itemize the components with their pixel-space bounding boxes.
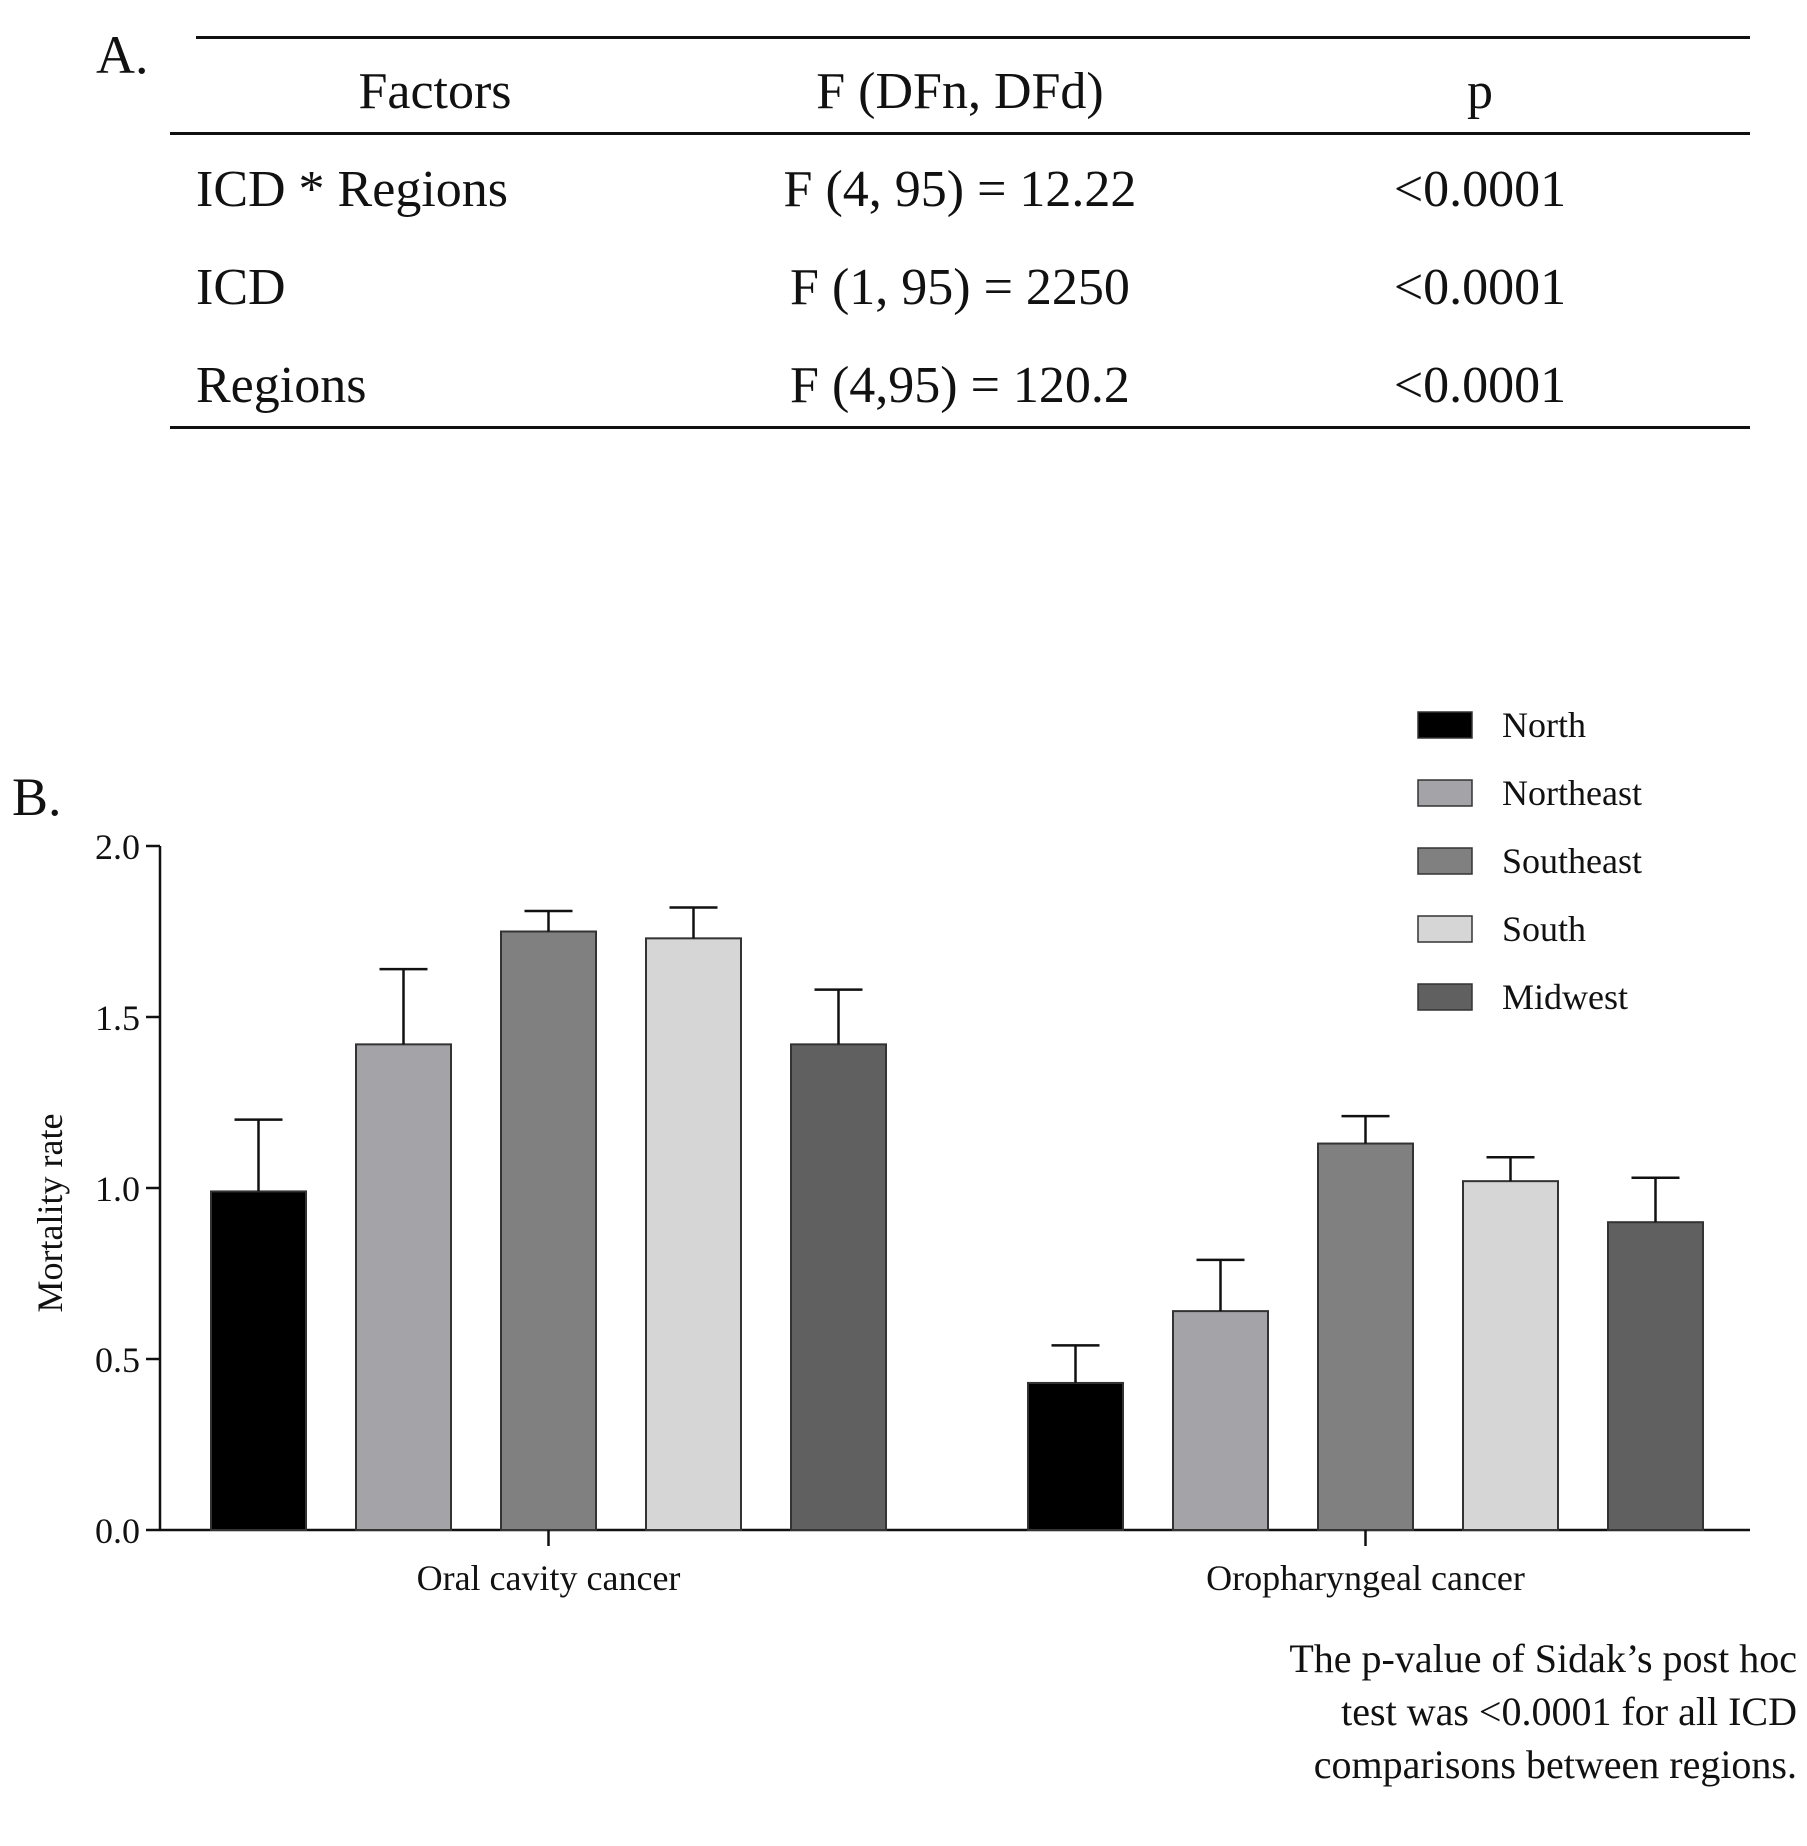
header-f-statistic: F (DFn, DFd) — [816, 63, 1104, 120]
legend-label-midwest: Midwest — [1502, 977, 1628, 1017]
bar-chart: 0.0 0.5 1.0 1.5 2.0 Mortality rate Oral cavity… — [30, 705, 1750, 1598]
legend-label-northeast: Northeast — [1502, 773, 1642, 813]
y-tick-label: 0.0 — [95, 1511, 140, 1551]
row-p-value: <0.0001 — [1393, 259, 1567, 316]
bar-northeast — [1172, 1310, 1269, 1531]
legend-label-southeast: Southeast — [1502, 841, 1642, 881]
y-tick-label: 2.0 — [95, 827, 140, 867]
header-p: p — [1467, 63, 1493, 120]
panel-b-label: B. — [12, 767, 62, 827]
header-factors: Factors — [358, 63, 512, 120]
legend-swatch-north — [1417, 711, 1473, 739]
legend-swatch-southeast — [1417, 847, 1473, 875]
row-f-value: F (4,95) = 120.2 — [790, 357, 1130, 414]
y-tick-label: 1.0 — [95, 1169, 140, 1209]
x-tick-label: Oral cavity cancer — [417, 1558, 681, 1598]
row-f-value: F (1, 95) = 2250 — [790, 259, 1130, 316]
bar-southeast — [500, 930, 597, 1531]
panel-a-label: A. — [96, 25, 149, 85]
row-p-value: <0.0001 — [1393, 357, 1567, 414]
row-factor: Regions — [196, 357, 367, 414]
bar-south — [645, 937, 742, 1531]
bar-midwest — [790, 1043, 887, 1531]
row-factor: ICD * Regions — [196, 161, 508, 218]
bar-north — [210, 1190, 307, 1532]
legend-label-north: North — [1502, 705, 1586, 745]
row-p-value: <0.0001 — [1393, 161, 1567, 218]
legend-swatch-midwest — [1417, 983, 1473, 1011]
table-bottom-rule — [170, 426, 1750, 429]
bar-south — [1462, 1180, 1559, 1532]
table-header-rule — [170, 132, 1750, 135]
row-f-value: F (4, 95) = 12.22 — [783, 161, 1137, 218]
bar-northeast — [355, 1043, 452, 1531]
row-factor: ICD — [196, 259, 286, 316]
y-tick-label: 0.5 — [95, 1340, 140, 1380]
legend-swatch-south — [1417, 915, 1473, 943]
y-tick-label: 1.5 — [95, 998, 140, 1038]
x-tick-label: Oropharyngeal cancer — [1206, 1558, 1525, 1598]
bar-southeast — [1317, 1142, 1414, 1532]
bar-midwest — [1607, 1221, 1704, 1531]
table-top-rule — [196, 36, 1750, 39]
sidak-note: The p-value of Sidak’s post hoc test was… — [1289, 1636, 1797, 1787]
bar-north — [1027, 1381, 1124, 1531]
legend-label-south: South — [1502, 909, 1586, 949]
y-axis-label: Mortality rate — [30, 1114, 70, 1313]
legend-swatch-northeast — [1417, 779, 1473, 807]
